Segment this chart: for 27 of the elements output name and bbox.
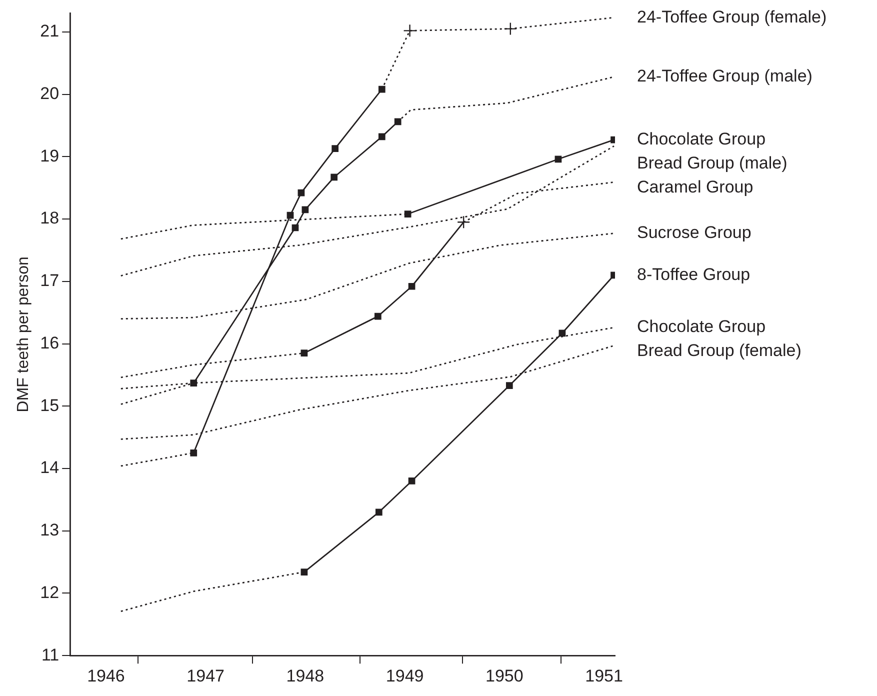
series-label: Bread Group (female): [637, 341, 802, 360]
y-tick-label: 20: [40, 84, 60, 103]
x-tick-label: 1946: [87, 666, 125, 686]
y-tick-label: 21: [40, 22, 60, 41]
x-tick-label: 1947: [186, 666, 224, 686]
x-tick-label: 1950: [486, 666, 524, 686]
series-label: Chocolate Group: [637, 129, 766, 148]
x-tick-label: 1951: [585, 666, 623, 686]
y-tick-label: 14: [40, 458, 60, 478]
y-tick-label: 16: [40, 333, 60, 352]
x-tick-label: 1949: [386, 666, 424, 686]
series-label: Bread Group (male): [637, 153, 788, 172]
y-tick-label: 15: [40, 396, 60, 415]
y-tick-label: 13: [40, 520, 60, 540]
y-tick-label: 19: [40, 146, 60, 166]
y-tick-label: 11: [41, 645, 60, 664]
y-tick-label: 17: [40, 271, 60, 290]
series-label: 24-Toffee Group (female): [637, 7, 827, 26]
y-tick-label: 18: [40, 208, 60, 228]
y-axis-title: DMF teeth per person: [15, 256, 32, 412]
series-label: 8-Toffee Group: [637, 264, 750, 284]
series-label: 24-Toffee Group (male): [637, 66, 812, 86]
series-label: Chocolate Group: [637, 317, 766, 336]
x-tick-label: 1948: [286, 666, 324, 686]
series-label: Sucrose Group: [637, 223, 752, 242]
y-tick-label: 12: [40, 582, 60, 602]
series-label: Caramel Group: [637, 177, 754, 196]
